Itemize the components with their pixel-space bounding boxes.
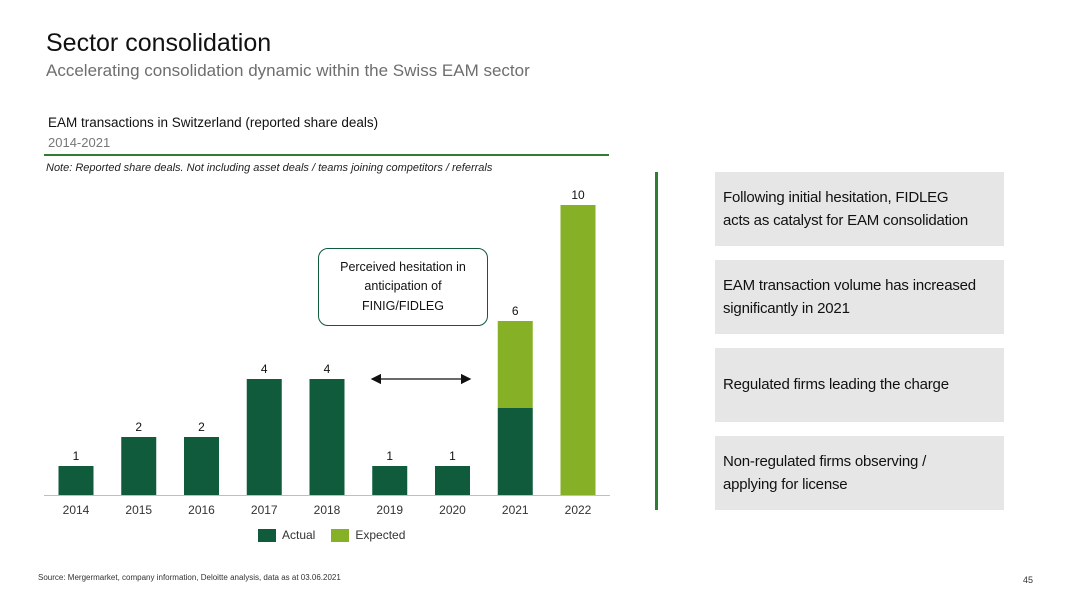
bar-expected-2021: [497, 321, 533, 408]
panel-box-volume-increase: EAM transaction volume has increased sig…: [715, 260, 1004, 334]
chart-note: Note: Reported share deals. Not includin…: [46, 162, 493, 174]
data-label-2021: 6: [512, 304, 519, 318]
section-divider: [655, 172, 658, 510]
data-label-2020: 1: [449, 449, 456, 463]
panel-box-regulated-firms: Regulated firms leading the charge: [715, 348, 1004, 422]
bar-actual-2017: [246, 379, 282, 495]
panel-box-non-regulated-firms: Non-regulated firms observing / applying…: [715, 436, 1004, 510]
x-tick-label-2018: 2018: [314, 503, 341, 517]
panel-box-line: Following initial hesitation, FIDLEG: [723, 188, 949, 206]
x-tick-label-2022: 2022: [565, 503, 592, 517]
data-label-2015: 2: [135, 420, 142, 434]
source-note: Source: Mergermarket, company informatio…: [38, 573, 341, 582]
panel-box-line: EAM transaction volume has increased: [723, 276, 976, 294]
panel-box-line: significantly in 2021: [723, 300, 850, 317]
x-tick-label-2017: 2017: [251, 503, 278, 517]
legend-item-expected: Expected: [331, 528, 405, 542]
bar-expected-2022: [560, 205, 596, 495]
data-label-2019: 1: [386, 449, 393, 463]
bar-chart: 1 2014 2 2015 2 2016 4 2017 4 2018 1 2019 1 2020 6 2021…: [44, 188, 610, 517]
data-label-2017: 4: [261, 362, 268, 376]
legend-label-expected: Expected: [355, 528, 406, 542]
bar-actual-2015: [121, 437, 157, 495]
panel-box-fidleg-catalyst: Following initial hesitation, FIDLEG act…: [715, 172, 1004, 246]
bar-actual-2018: [309, 379, 345, 495]
legend-item-actual: Actual: [258, 528, 315, 542]
x-tick-label-2020: 2020: [439, 503, 466, 517]
legend-swatch-actual: [258, 528, 276, 542]
panel-box-line: applying for license: [723, 476, 848, 493]
chart-subtitle: 2014-2021: [48, 135, 111, 150]
chart-header-rule: [44, 154, 609, 156]
chart-title: EAM transactions in Switzerland (reporte…: [48, 115, 379, 130]
chart-legend: Actual Expected: [258, 528, 421, 542]
hesitation-callout: Perceived hesitation in anticipation of …: [318, 248, 488, 326]
x-tick-label-2016: 2016: [188, 503, 215, 517]
data-label-2018: 4: [324, 362, 331, 376]
x-tick-label-2021: 2021: [502, 503, 529, 517]
legend-label-actual: Actual: [282, 528, 316, 542]
legend-swatch-expected: [331, 528, 350, 542]
panel-box-line: acts as catalyst for EAM consolidation: [723, 212, 969, 229]
x-tick-label-2015: 2015: [125, 503, 152, 517]
page-title: Sector consolidation: [46, 29, 272, 57]
bar-actual-2020: [435, 466, 470, 495]
bar-actual-2019: [372, 466, 408, 495]
data-label-2022: 10: [571, 188, 585, 202]
data-label-2014: 1: [73, 449, 80, 463]
x-tick-label-2019: 2019: [376, 503, 403, 517]
panel-box-line: Non-regulated firms observing /: [723, 452, 927, 470]
page-number: 45: [1023, 575, 1034, 585]
bar-actual-2016: [184, 437, 219, 495]
page-subtitle: Accelerating consolidation dynamic withi…: [46, 61, 530, 80]
data-label-2016: 2: [198, 420, 205, 434]
x-tick-label-2014: 2014: [63, 503, 90, 517]
bar-actual-2021: [497, 408, 533, 495]
panel-box-line: Regulated firms leading the charge: [723, 376, 949, 394]
bar-actual-2014: [58, 466, 94, 495]
